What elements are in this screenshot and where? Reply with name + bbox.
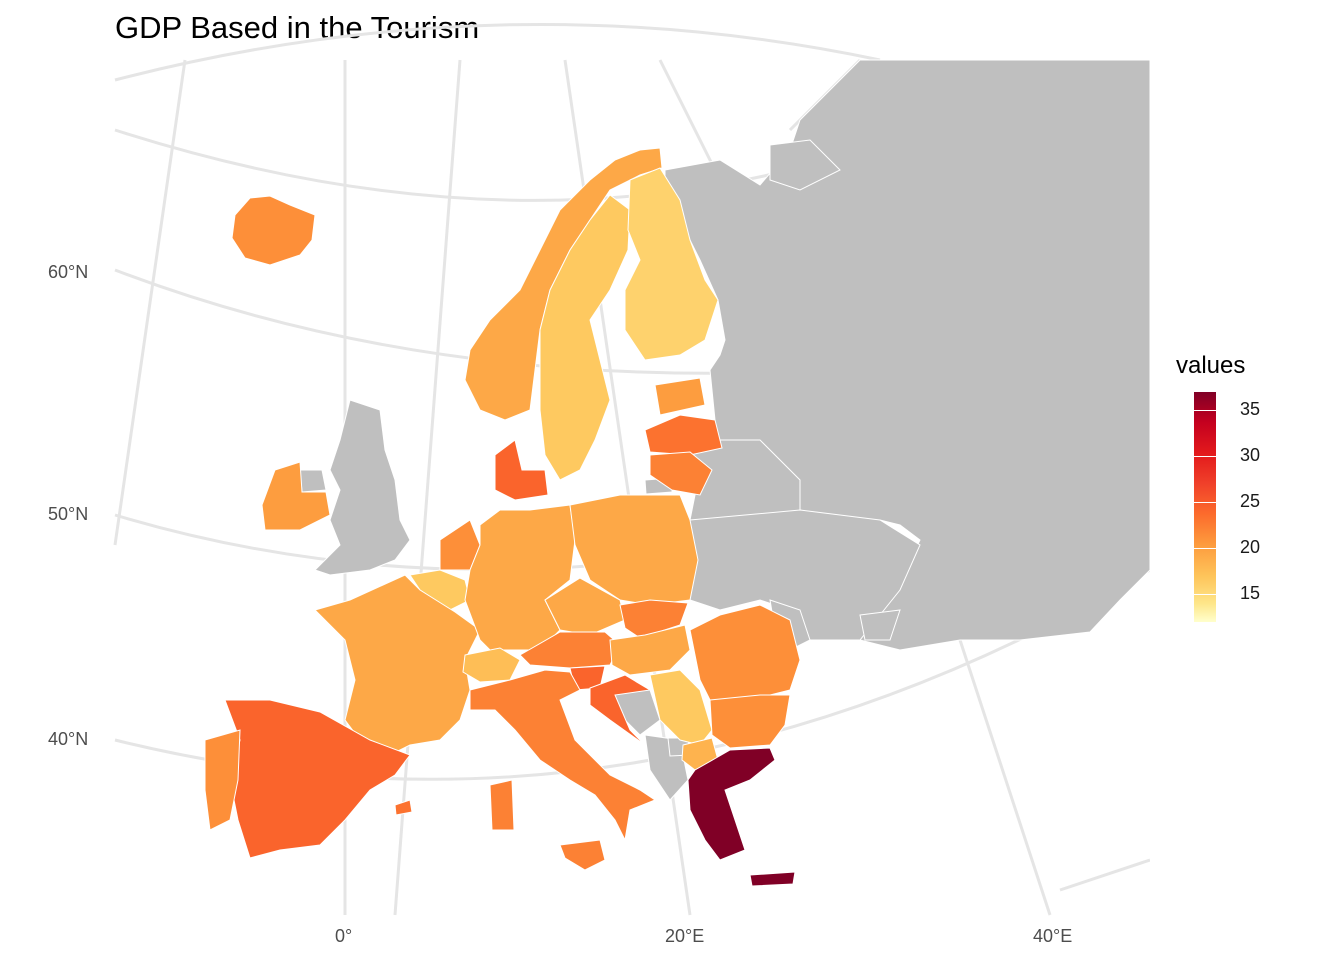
region-estonia: [654, 377, 706, 416]
region-ireland: [261, 461, 331, 531]
lon-label-0: 0°: [335, 926, 352, 946]
legend-title: values: [1176, 352, 1246, 379]
region-poland: [569, 494, 699, 606]
legend-tick-mark: [1194, 548, 1216, 550]
region-greece-crete: [749, 871, 796, 887]
chart-title: GDP Based in the Tourism: [115, 10, 480, 45]
latitude-labels: 60°N 50°N 40°N: [48, 262, 88, 749]
legend-tick-mark: [1194, 594, 1216, 596]
region-romania: [689, 604, 801, 701]
region-denmark: [494, 439, 549, 501]
region-france: [314, 574, 481, 756]
region-slovakia: [619, 599, 689, 639]
ukraine-region: [689, 509, 921, 641]
region-italy-sicily: [559, 839, 606, 871]
legend-tick-label: 15: [1240, 583, 1261, 604]
meridian-40: [958, 639, 1052, 916]
region-iceland: [231, 195, 316, 266]
legend-tick-label: 30: [1240, 445, 1261, 466]
region-hungary: [609, 624, 691, 676]
lon-label-40e: 40°E: [1033, 926, 1072, 946]
great-britain: [314, 399, 411, 576]
region-finland: [624, 167, 719, 361]
crimea: [859, 609, 901, 641]
region-croatia: [589, 674, 652, 746]
region-serbia: [649, 669, 713, 746]
region-lithuania: [649, 451, 713, 496]
region-spain-baleares: [394, 799, 413, 816]
region-italy-sardinia: [489, 779, 515, 831]
europe-map: 60°N 50°N 40°N 0° 20°E 40°E: [48, 22, 1150, 946]
lon-label-20e: 20°E: [665, 926, 704, 946]
legend-tick-label: 20: [1240, 537, 1261, 558]
lat-label-50: 50°N: [48, 504, 88, 524]
region-greece: [687, 747, 776, 861]
region-latvia: [644, 414, 723, 456]
region-italy: [469, 669, 657, 842]
lat-label-60: 60°N: [48, 262, 88, 282]
legend-tick-label: 35: [1240, 399, 1261, 420]
region-portugal: [204, 729, 241, 831]
region-switzerland: [462, 647, 521, 683]
legend-tick-label: 25: [1240, 491, 1261, 512]
no-data-land: [299, 59, 1150, 801]
legend-tick-mark: [1194, 410, 1216, 412]
parallel-30: [1059, 858, 1150, 892]
region-germany: [464, 504, 576, 651]
parallel-70: [114, 22, 881, 82]
region-norway: [464, 147, 663, 421]
meridian-m10: [113, 59, 187, 546]
region-sweden: [539, 194, 631, 481]
region-bulgaria: [709, 694, 791, 749]
parallel-65: [114, 128, 861, 202]
legend-color-bar: [1194, 392, 1216, 622]
color-legend: values 35 30 25 20 15: [1176, 352, 1326, 642]
meridian-10: [393, 59, 462, 916]
kola-peninsula: [769, 139, 841, 191]
legend-tick-mark: [1194, 456, 1216, 458]
longitude-labels: 0° 20°E 40°E: [335, 926, 1072, 946]
legend-tick-mark: [1194, 502, 1216, 504]
lat-label-40: 40°N: [48, 729, 88, 749]
northern-ireland: [299, 469, 327, 493]
